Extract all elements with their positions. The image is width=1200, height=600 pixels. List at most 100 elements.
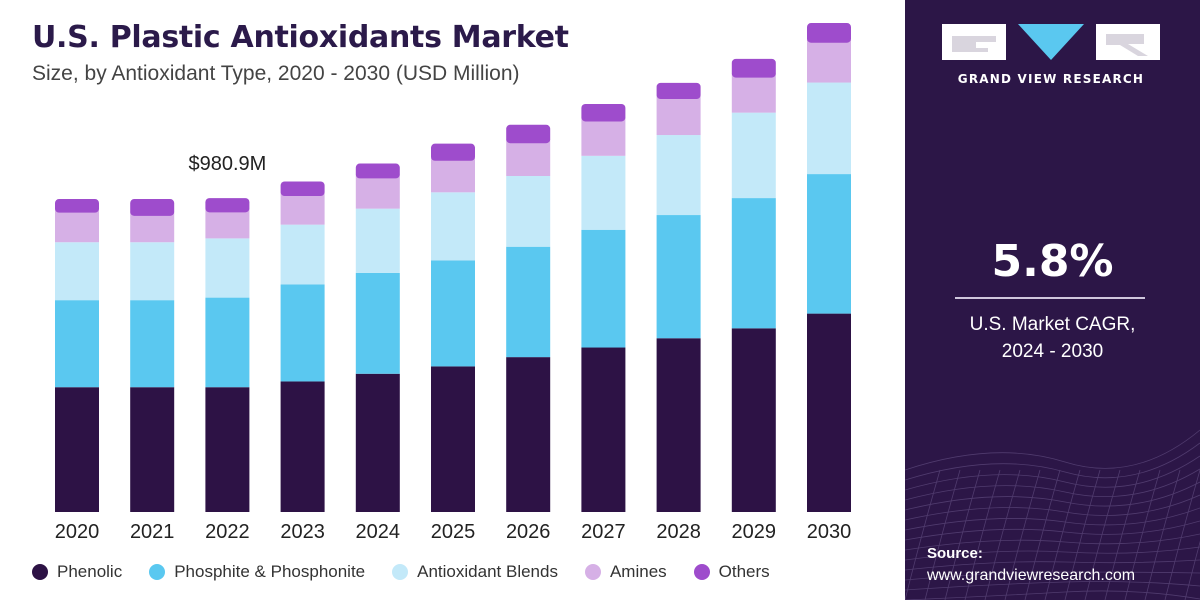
- bar-segment-others-2023: [280, 181, 325, 196]
- bar-segment-phosphite-phosphonite-2025: [431, 260, 475, 367]
- mesh-line: [905, 571, 1200, 581]
- brand-logo: GRAND VIEW RESEARCH: [942, 24, 1160, 94]
- bar-segment-phenolic-2022: [205, 387, 250, 512]
- bar-segment-phosphite-phosphonite-2020: [55, 300, 99, 388]
- bar-segment-phosphite-phosphonite-2022: [205, 297, 250, 388]
- mesh-line: [1144, 469, 1181, 600]
- bar-segment-antioxidant-blends-2029: [731, 112, 776, 199]
- bar-segment-antioxidant-blends-2022: [205, 238, 250, 298]
- mesh-line: [1064, 469, 1101, 600]
- x-tick-label-2027: 2027: [581, 521, 626, 543]
- x-tick-label-2021: 2021: [130, 521, 175, 543]
- bar-segment-phosphite-phosphonite-2021: [130, 300, 175, 388]
- legend-swatch-others: [693, 564, 710, 580]
- mesh-line: [1164, 469, 1200, 600]
- bar-segment-others-2020: [55, 199, 99, 213]
- bar-segment-antioxidant-blends-2021: [130, 242, 175, 301]
- mesh-line: [905, 581, 1200, 591]
- legend-swatch-phosphite-phosphonite: [149, 564, 166, 580]
- bar-segment-others-2030: [807, 23, 851, 43]
- bar-segment-antioxidant-blends-2027: [581, 155, 626, 230]
- mesh-line: [1004, 469, 1041, 600]
- bar-segment-antioxidant-blends-2025: [431, 192, 475, 261]
- mesh-line: [1184, 540, 1200, 600]
- chart-panel: U.S. Plastic Antioxidants Market Size, b…: [32, 20, 852, 582]
- source-url[interactable]: www.grandviewresearch.com: [927, 567, 1136, 584]
- bar-segment-amines-2023: [280, 192, 325, 225]
- bar-segment-antioxidant-blends-2023: [280, 224, 325, 285]
- mesh-line: [905, 533, 1200, 551]
- mesh-line: [964, 469, 1001, 600]
- legend-label-others: Others: [718, 562, 770, 581]
- mesh-line: [905, 469, 941, 600]
- bar-segment-others-2025: [431, 143, 475, 161]
- brand-name: GRAND VIEW RESEARCH: [957, 72, 1145, 86]
- cagr-label-line2: 2024 - 2030: [1001, 341, 1104, 362]
- legend-item-phenolic: Phenolic: [32, 562, 122, 582]
- mesh-line: [1024, 469, 1061, 600]
- bar-segment-phosphite-phosphonite-2027: [581, 229, 626, 348]
- bar-segment-others-2024: [355, 163, 400, 179]
- cagr-label-line1: U.S. Market CAGR,: [969, 314, 1136, 335]
- bar-segment-phosphite-phosphonite-2028: [656, 215, 701, 339]
- mesh-line: [905, 429, 1200, 471]
- mesh-line: [905, 494, 1200, 521]
- bar-segment-phosphite-phosphonite-2029: [731, 198, 776, 329]
- bar-segment-amines-2025: [431, 156, 475, 193]
- bar-segment-others-2029: [731, 58, 776, 78]
- mesh-line: [905, 455, 1200, 491]
- bar-segment-phenolic-2027: [581, 347, 626, 512]
- mesh-line: [1084, 469, 1121, 600]
- cagr-value: 5.8%: [991, 236, 1114, 287]
- bar-segment-others-2026: [506, 124, 551, 144]
- legend-item-others: Others: [693, 562, 770, 582]
- gvr-logo-icon: [942, 24, 1160, 60]
- legend-swatch-amines: [584, 564, 601, 580]
- bar-segment-antioxidant-blends-2024: [355, 208, 400, 273]
- bar-segment-others-2021: [130, 199, 175, 216]
- mesh-line: [1124, 469, 1161, 600]
- bar-segment-phenolic-2030: [807, 313, 851, 512]
- mesh-lines: [905, 429, 1200, 600]
- cagr-label: U.S. Market CAGR, 2024 - 2030: [905, 311, 1200, 365]
- bar-segment-antioxidant-blends-2028: [656, 135, 701, 216]
- bar-segment-amines-2024: [355, 174, 400, 209]
- legend-label-phenolic: Phenolic: [57, 562, 123, 581]
- mesh-line: [905, 481, 1200, 511]
- x-tick-label-2030: 2030: [807, 521, 852, 543]
- bar-segment-phenolic-2023: [280, 381, 325, 512]
- legend-swatch-phenolic: [32, 564, 48, 580]
- bar-segment-phosphite-phosphonite-2026: [506, 246, 551, 358]
- legend-label-antioxidant-blends: Antioxidant Blends: [417, 562, 558, 581]
- bar-segment-phosphite-phosphonite-2030: [807, 174, 851, 314]
- chart-legend: Phenolic Phosphite & Phosphonite Antioxida…: [32, 562, 797, 582]
- bar-segment-phenolic-2025: [431, 366, 475, 512]
- bar-segment-others-2027: [581, 104, 626, 122]
- bar-segment-phenolic-2020: [55, 387, 99, 512]
- bar-segment-amines-2028: [656, 95, 701, 136]
- mesh-line: [924, 469, 961, 600]
- legend-swatch-antioxidant-blends: [392, 564, 409, 580]
- bar-segment-amines-2029: [731, 73, 776, 113]
- legend-label-phosphite-phosphonite: Phosphite & Phosphonite: [174, 562, 366, 581]
- stacked-bar-chart: 2020 2021 2022 2023 2024 2025 2026 2027 2028 2029…: [55, 23, 852, 543]
- mesh-line: [905, 546, 1200, 561]
- x-tick-label-2024: 2024: [356, 521, 401, 543]
- legend-item-antioxidant-blends: Antioxidant Blends: [392, 562, 558, 582]
- x-tick-label-2022: 2022: [205, 521, 250, 543]
- mesh-line: [944, 469, 981, 600]
- bar-segment-amines-2021: [130, 211, 175, 243]
- mesh-line: [1104, 469, 1141, 600]
- x-tick-label-2023: 2023: [280, 521, 325, 543]
- bar-segment-phenolic-2029: [731, 328, 776, 512]
- bar-segment-amines-2026: [506, 139, 551, 176]
- legend-item-amines: Amines: [584, 562, 667, 582]
- x-tick-label-2028: 2028: [656, 521, 701, 543]
- wave-mesh-decoration: [905, 429, 1200, 600]
- bar-segment-others-2028: [656, 82, 701, 100]
- bar-segment-others-2022: [205, 198, 250, 213]
- data-label-2022: $980.9M: [188, 153, 266, 175]
- bar-segment-antioxidant-blends-2026: [506, 176, 551, 247]
- bar-segment-phosphite-phosphonite-2023: [280, 284, 325, 382]
- bar-segment-phenolic-2028: [656, 338, 701, 512]
